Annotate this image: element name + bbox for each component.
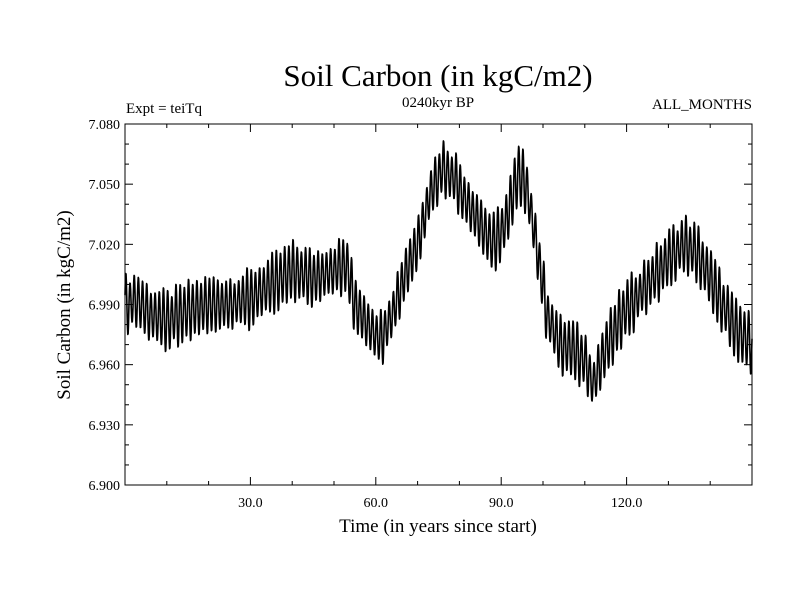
y-tick-label: 6.900 xyxy=(89,479,121,494)
y-tick-label: 7.050 xyxy=(89,178,121,193)
y-tick-label: 6.990 xyxy=(89,299,121,314)
y-tick-label: 7.020 xyxy=(89,238,121,253)
plot-area: 6.900 6.930 6.960 6.990 7.020 7.050 7.080 30.0 6… xyxy=(89,118,753,511)
x-tick-label: 30.0 xyxy=(238,496,263,511)
experiment-label: Expt = teiTq xyxy=(126,101,202,117)
chart-subtitle: 0240kyr BP xyxy=(402,95,474,111)
x-tick-label: 60.0 xyxy=(364,496,389,511)
x-axis-label: Time (in years since start) xyxy=(339,516,537,537)
soil-carbon-series-line xyxy=(124,140,753,402)
y-tick-label: 6.960 xyxy=(89,359,121,374)
y-tick-label: 7.080 xyxy=(89,118,121,133)
x-tick-label: 90.0 xyxy=(489,496,514,511)
y-axis-label: Soil Carbon (in kgC/m2) xyxy=(54,210,75,399)
months-label: ALL_MONTHS xyxy=(652,97,752,113)
chart-title: Soil Carbon (in kgC/m2) xyxy=(283,58,592,93)
y-tick-label: 6.930 xyxy=(89,419,121,434)
x-tick-label: 120.0 xyxy=(611,496,643,511)
